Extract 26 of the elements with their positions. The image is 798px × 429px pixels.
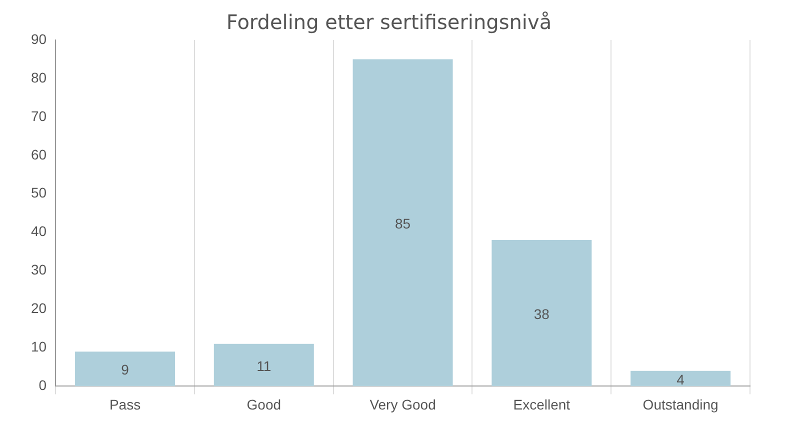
y-tick-label: 50 (30, 184, 47, 201)
y-tick-label: 20 (30, 300, 47, 316)
bar (214, 344, 314, 386)
x-tick-label: Very Good (370, 396, 436, 412)
bar (352, 59, 453, 386)
x-tick-label: Pass (109, 396, 141, 412)
y-tick-label: 0 (38, 377, 47, 394)
data-label: 11 (256, 358, 272, 374)
y-tick-label: 80 (30, 69, 47, 86)
bar (75, 352, 176, 386)
chart-title: Fordeling etter sertifiseringsnivå (226, 10, 552, 34)
y-tick-label: 30 (30, 262, 47, 278)
y-tick-label: 40 (30, 223, 47, 240)
x-tick-label: Excellent (513, 396, 570, 412)
data-label: 38 (534, 306, 550, 322)
x-tick-label: Good (246, 396, 282, 412)
y-tick-label: 90 (30, 30, 47, 47)
data-label: 4 (676, 371, 685, 388)
bar (630, 370, 731, 386)
data-label: 9 (121, 362, 130, 378)
bar (492, 240, 592, 386)
x-tick-label: Outstanding (642, 396, 718, 412)
y-tick-label: 60 (30, 146, 47, 162)
data-label: 85 (394, 216, 411, 232)
y-tick-label: 10 (30, 338, 47, 355)
y-tick-label: 70 (30, 108, 47, 124)
